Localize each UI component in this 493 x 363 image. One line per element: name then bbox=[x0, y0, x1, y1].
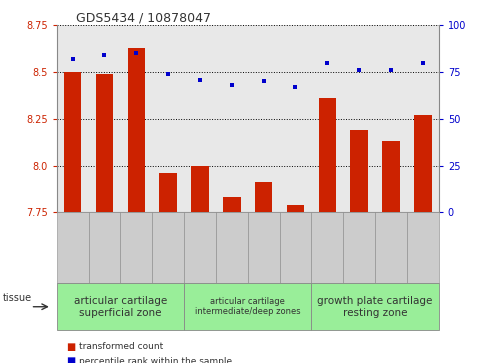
Bar bbox=[255, 183, 273, 363]
Bar bbox=[159, 173, 177, 363]
Text: percentile rank within the sample: percentile rank within the sample bbox=[79, 357, 232, 363]
Text: growth plate cartilage
resting zone: growth plate cartilage resting zone bbox=[317, 296, 433, 318]
Text: ■: ■ bbox=[67, 342, 76, 352]
Point bbox=[132, 50, 140, 56]
Bar bbox=[191, 166, 209, 363]
Bar bbox=[64, 72, 81, 363]
Text: articular cartilage
intermediate/deep zones: articular cartilage intermediate/deep zo… bbox=[195, 297, 301, 317]
Point bbox=[69, 56, 76, 62]
Point bbox=[355, 68, 363, 73]
Bar bbox=[287, 205, 304, 363]
Text: GDS5434 / 10878047: GDS5434 / 10878047 bbox=[76, 11, 211, 24]
Text: ■: ■ bbox=[67, 356, 76, 363]
Point bbox=[260, 79, 268, 85]
Point bbox=[419, 60, 427, 66]
Bar bbox=[351, 130, 368, 363]
Bar bbox=[414, 115, 431, 363]
Bar bbox=[382, 141, 400, 363]
Bar bbox=[128, 48, 145, 363]
Text: tissue: tissue bbox=[2, 293, 32, 303]
Point bbox=[101, 52, 108, 58]
Point bbox=[323, 60, 331, 66]
Text: articular cartilage
superficial zone: articular cartilage superficial zone bbox=[74, 296, 167, 318]
Point bbox=[387, 68, 395, 73]
Point bbox=[291, 84, 299, 90]
Point bbox=[196, 77, 204, 82]
Bar bbox=[96, 74, 113, 363]
Bar bbox=[318, 98, 336, 363]
Point bbox=[164, 71, 172, 77]
Bar bbox=[223, 197, 241, 363]
Text: transformed count: transformed count bbox=[79, 342, 163, 351]
Point bbox=[228, 82, 236, 88]
